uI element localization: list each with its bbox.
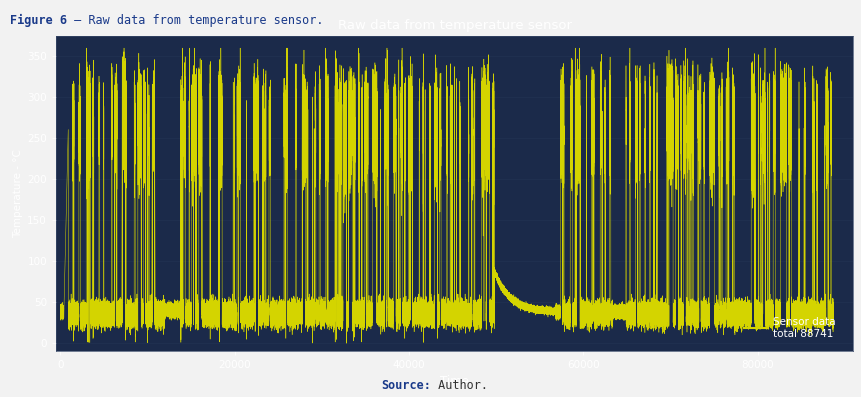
Y-axis label: Temperature - °C: Temperature - °C	[13, 149, 23, 238]
Text: Figure 6: Figure 6	[10, 14, 67, 27]
Title: Raw data from temperature sensor: Raw data from temperature sensor	[338, 19, 571, 32]
X-axis label: Time: Time	[440, 374, 468, 387]
Text: – Raw data from temperature sensor.: – Raw data from temperature sensor.	[67, 14, 324, 27]
Text: Author.: Author.	[430, 379, 487, 392]
Legend: Sensor data
total 88741: Sensor data total 88741	[740, 313, 839, 343]
Text: Source:: Source:	[381, 379, 430, 392]
